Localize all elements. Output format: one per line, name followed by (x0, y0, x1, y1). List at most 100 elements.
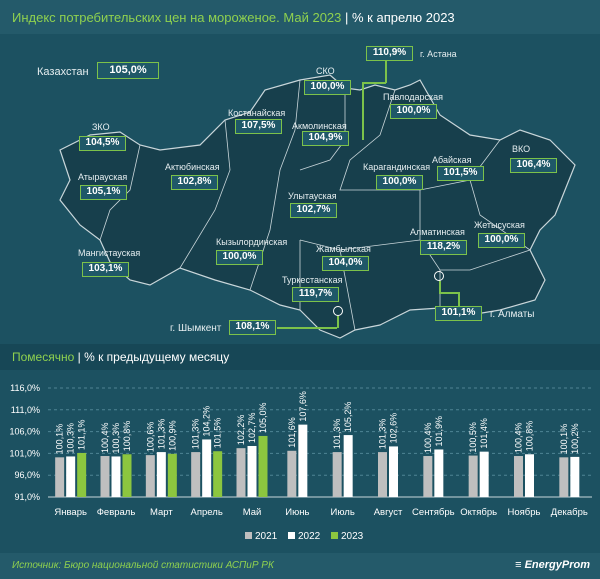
zhetysu-label: Жетысуская (474, 220, 525, 230)
abay-value: 101,5% (437, 166, 484, 181)
x-tick-label: Июнь (285, 507, 309, 518)
legend-swatch-2023 (331, 532, 338, 539)
bar-2022 (343, 435, 353, 497)
bar-2022 (479, 451, 489, 497)
atyrau-label: Атырауская (78, 172, 128, 182)
zko-value: 104,5% (79, 136, 126, 151)
bar-2022 (298, 424, 308, 497)
data-label-2022: 100,3% (111, 423, 121, 454)
turkestan-value: 119,7% (292, 287, 339, 302)
abay-label: Абайская (432, 155, 472, 165)
x-tick-label: Октябрь (460, 507, 497, 518)
data-label-2021: 101,3% (332, 419, 342, 450)
ulytau-value: 102,7% (290, 203, 337, 218)
zhambyl-label: Жамбылская (316, 244, 371, 254)
data-label-2022: 101,3% (156, 419, 166, 450)
almaty-city-label: г. Алматы (490, 309, 535, 320)
sko-value: 100,0% (304, 80, 351, 95)
akmola-label: Акмолинская (292, 121, 347, 131)
energyprom-logo: ≡ EnergyProm (515, 559, 590, 571)
bar-2021 (145, 455, 155, 497)
almaty-region-value: 118,2% (420, 240, 467, 255)
shymkent-label: г. Шымкент (170, 323, 222, 334)
data-label-2022: 100,3% (66, 423, 76, 454)
kazakhstan-value: 105,0% (97, 62, 159, 79)
footer: Источник: Бюро национальной статистики А… (0, 553, 600, 579)
data-label-2023: 101,1% (77, 419, 87, 450)
data-label-2021: 100,5% (468, 422, 478, 453)
page-title: Индекс потребительских цен на мороженое.… (12, 10, 342, 25)
mangistau-label: Мангистауская (78, 248, 141, 258)
bar-2021 (55, 457, 65, 497)
legend-label-2023: 2023 (341, 531, 364, 542)
kostanay-value: 107,5% (235, 119, 282, 134)
bar-2022 (66, 456, 76, 497)
legend-swatch-2022 (288, 532, 295, 539)
bar-2022 (525, 454, 534, 497)
mangistau-value: 103,1% (82, 262, 129, 277)
almaty-region-label: Алматинская (410, 227, 465, 237)
shymkent-marker-icon (333, 306, 343, 316)
bar-2022 (156, 452, 166, 497)
almaty-city-marker-icon (434, 271, 444, 281)
x-tick-label: Июль (331, 507, 355, 518)
akmola-value: 104,9% (302, 131, 349, 146)
x-tick-label: Декабрь (551, 507, 588, 518)
data-label-2021: 100,6% (145, 422, 155, 453)
data-label-2022: 107,6% (298, 391, 308, 422)
almaty-city-value: 101,1% (435, 306, 482, 321)
bar-2023 (77, 452, 87, 497)
bar-2021 (423, 456, 433, 497)
bar-2022 (247, 445, 257, 497)
bar-2022 (434, 449, 444, 497)
x-tick-label: Сентябрь (412, 507, 455, 518)
data-label-2022: 102,7% (247, 412, 257, 443)
bar-2021 (100, 456, 110, 497)
astana-value: 110,9% (366, 46, 413, 61)
y-tick-label: 96,0% (14, 470, 40, 480)
data-label-2021: 102,2% (236, 415, 246, 446)
data-label-2022: 101,9% (434, 416, 444, 447)
section-separator: | (77, 350, 85, 364)
y-tick-label: 116,0% (10, 383, 40, 393)
legend-label-2021: 2021 (255, 531, 278, 542)
kostanay-label: Костанайская (228, 108, 286, 118)
sko-label: СКО (316, 66, 335, 76)
y-tick-label: 106,0% (9, 427, 40, 437)
data-label-2022: 100,2% (570, 423, 580, 454)
bar-2023 (258, 435, 268, 497)
karaganda-value: 100,0% (376, 175, 423, 190)
data-label-2023: 101,5% (213, 418, 223, 449)
x-tick-label: Апрель (191, 507, 223, 518)
bar-chart: 91,0% 96,0% 101,0% 106,0% 111,0% 116,0% Январь… (9, 383, 592, 542)
aktobe-label: Актюбинская (165, 162, 220, 172)
kyzylorda-value: 100,0% (216, 250, 263, 265)
section-title: Помесячно (12, 350, 75, 364)
y-tick-label: 111,0% (11, 405, 40, 415)
data-label-2021: 101,6% (287, 417, 297, 448)
bar-2023 (213, 451, 223, 497)
data-label-2022: 102,6% (389, 413, 399, 444)
bar-2022 (570, 456, 580, 497)
data-label-2022: 104,2% (202, 406, 212, 437)
turkestan-label: Туркестанская (282, 275, 343, 285)
data-label-2022: 101,4% (479, 418, 489, 449)
bar-2021 (236, 448, 246, 497)
ulytau-label: Улытауская (288, 191, 337, 201)
data-label-2023: 100,9% (167, 420, 177, 451)
kazakhstan-label: Казахстан (37, 66, 89, 78)
data-label-2023: 105,0% (258, 402, 268, 433)
data-label-2021: 100,1% (559, 424, 569, 455)
atyrau-value: 105,1% (80, 185, 127, 200)
x-tick-label: Май (243, 507, 262, 518)
section-header: Помесячно | % к предыдущему месяцу (0, 344, 600, 370)
bar-2023 (122, 454, 132, 497)
data-label-2021: 100,4% (100, 422, 110, 453)
aktobe-value: 102,8% (171, 175, 218, 190)
x-tick-label: Август (374, 507, 403, 518)
vko-label: ВКО (512, 144, 531, 154)
bar-2022 (111, 456, 121, 497)
data-label-2022: 100,8% (525, 421, 535, 452)
legend-swatch-2021 (245, 532, 252, 539)
shymkent-value: 108,1% (229, 320, 276, 335)
